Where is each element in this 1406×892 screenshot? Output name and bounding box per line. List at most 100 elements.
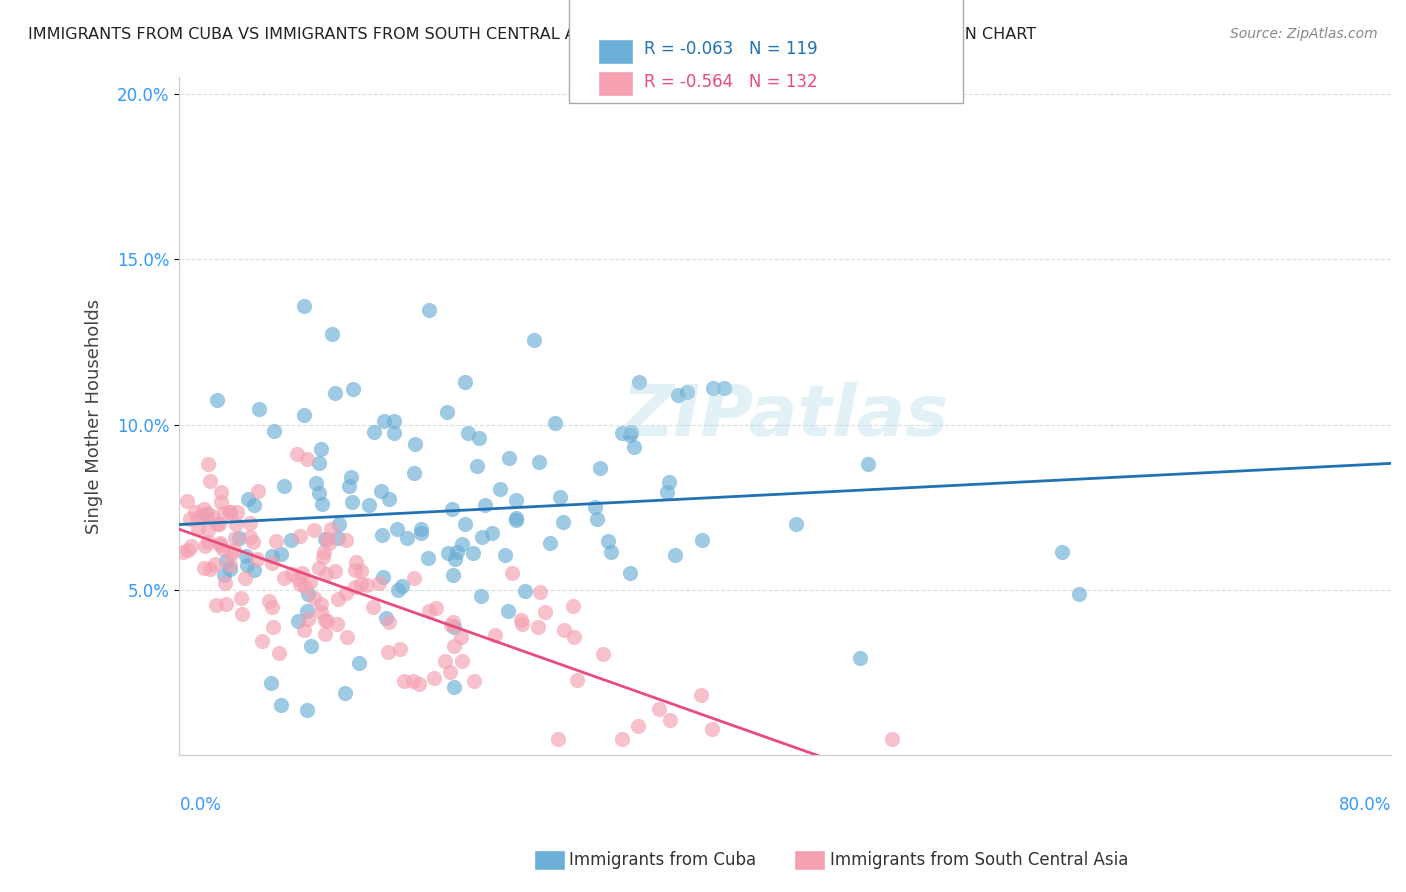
Point <box>440 617 463 632</box>
Point <box>246 552 269 566</box>
Point <box>291 566 314 581</box>
Point <box>288 529 311 543</box>
Point <box>308 485 330 500</box>
Point <box>239 530 262 544</box>
Point <box>184 505 207 519</box>
Point <box>211 541 233 556</box>
Point <box>308 456 330 470</box>
Point <box>395 531 418 545</box>
Point <box>359 499 381 513</box>
Point <box>295 703 318 717</box>
Point <box>534 605 557 619</box>
Point <box>658 475 681 489</box>
Point <box>523 333 546 347</box>
Point <box>200 562 222 576</box>
Point <box>538 535 561 549</box>
Point <box>212 506 235 520</box>
Point <box>505 492 527 507</box>
Point <box>292 623 315 637</box>
Point <box>436 405 458 419</box>
Point <box>441 567 464 582</box>
Point <box>243 498 266 512</box>
Point <box>567 673 589 687</box>
Point <box>592 648 614 662</box>
Point <box>610 731 633 746</box>
Point <box>405 437 427 451</box>
Point <box>377 491 399 506</box>
Text: R = -0.564   N = 132: R = -0.564 N = 132 <box>644 73 817 91</box>
Point <box>377 645 399 659</box>
Point <box>197 523 219 537</box>
Point <box>418 604 440 618</box>
Point <box>441 615 464 630</box>
Point <box>340 495 363 509</box>
Point <box>544 417 567 431</box>
Point <box>443 640 465 654</box>
Point <box>205 393 228 408</box>
Point <box>236 491 259 506</box>
Point <box>619 428 641 442</box>
Point <box>215 597 238 611</box>
Point <box>387 583 409 598</box>
Point <box>201 508 224 523</box>
Point <box>187 511 209 525</box>
Point <box>484 628 506 642</box>
Point <box>349 656 371 670</box>
Point <box>204 557 226 571</box>
Point <box>585 512 607 526</box>
Point <box>311 442 333 457</box>
Point <box>349 576 371 591</box>
Point <box>246 483 269 498</box>
Point <box>880 731 903 746</box>
Point <box>280 533 302 548</box>
Point <box>309 605 332 619</box>
Point <box>239 516 262 530</box>
Point <box>321 522 343 536</box>
Point <box>494 549 516 563</box>
Point <box>1052 545 1074 559</box>
Point <box>172 545 194 559</box>
Point <box>205 599 228 613</box>
Point <box>299 575 322 590</box>
Point <box>443 680 465 694</box>
Point <box>451 537 474 551</box>
Point <box>856 457 879 471</box>
Text: 0.0%: 0.0% <box>180 796 221 814</box>
Point <box>224 532 246 546</box>
Point <box>370 528 392 542</box>
Text: Immigrants from South Central Asia: Immigrants from South Central Asia <box>830 851 1128 869</box>
Point <box>600 545 623 559</box>
Point <box>378 615 401 630</box>
Point <box>848 650 870 665</box>
Point <box>273 478 295 492</box>
Point <box>231 607 253 621</box>
Point <box>190 508 212 522</box>
Point <box>295 604 318 618</box>
Point <box>209 495 232 509</box>
Point <box>470 589 492 603</box>
Point <box>328 516 350 531</box>
Point <box>350 565 373 579</box>
Point <box>176 493 198 508</box>
Point <box>305 476 328 491</box>
Point <box>257 594 280 608</box>
Point <box>700 723 723 737</box>
Point <box>488 483 510 497</box>
Point <box>702 381 724 395</box>
Point <box>416 550 439 565</box>
Point <box>308 561 330 575</box>
Point <box>474 498 496 512</box>
Point <box>312 545 335 559</box>
Point <box>214 576 236 591</box>
Point <box>335 533 357 548</box>
Point <box>446 544 468 558</box>
Point <box>218 505 240 519</box>
Point <box>270 698 292 713</box>
Point <box>676 384 699 399</box>
Point <box>583 500 606 515</box>
Point <box>509 613 531 627</box>
Point <box>457 425 479 440</box>
Point <box>375 611 398 625</box>
Point <box>262 600 284 615</box>
Point <box>659 713 682 727</box>
